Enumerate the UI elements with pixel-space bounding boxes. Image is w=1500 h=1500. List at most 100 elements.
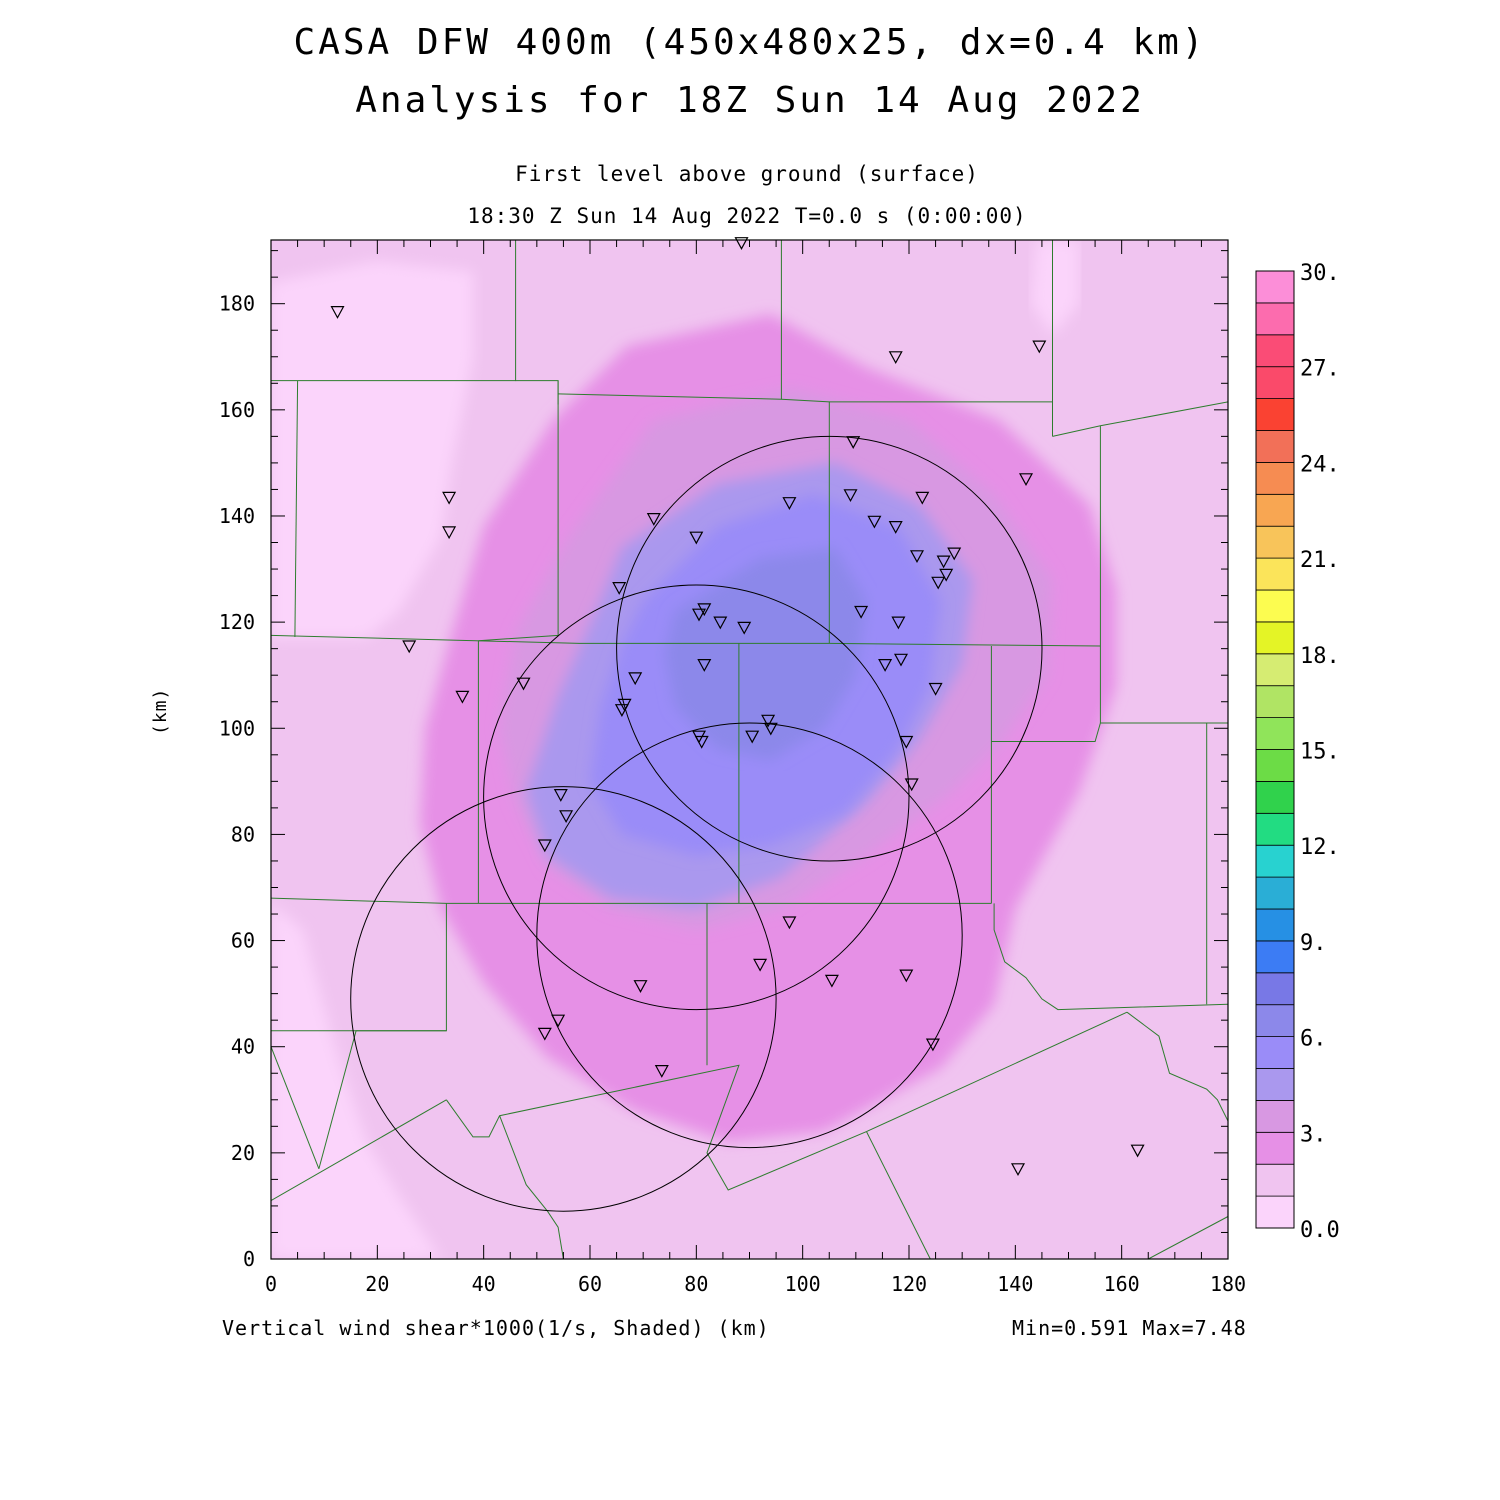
county-boundary bbox=[993, 903, 1228, 1011]
station-marker bbox=[753, 958, 768, 972]
station-marker bbox=[614, 704, 629, 717]
colorbar-swatch bbox=[1255, 1036, 1295, 1069]
station-marker bbox=[846, 436, 861, 449]
station-marker bbox=[947, 547, 962, 561]
colorbar-label: 27. bbox=[1300, 357, 1340, 382]
y-tick-label: 0 bbox=[243, 1247, 255, 1271]
station-marker bbox=[1018, 473, 1034, 487]
colorbar-label: 15. bbox=[1300, 740, 1340, 765]
x-tick-label: 160 bbox=[1104, 1272, 1140, 1296]
colorbar-label: 6. bbox=[1300, 1027, 1327, 1052]
radar-range-ring bbox=[536, 722, 963, 1149]
colorbar-label: 9. bbox=[1300, 931, 1327, 956]
colorbar-frame bbox=[1255, 270, 1295, 1229]
shear-region bbox=[664, 547, 867, 761]
station-marker bbox=[782, 497, 797, 510]
level-label: First level above ground (surface) bbox=[515, 162, 979, 186]
colorbar-swatch bbox=[1255, 653, 1295, 687]
colorbar-swatch bbox=[1255, 908, 1295, 942]
station-marker bbox=[928, 682, 943, 696]
station-marker bbox=[939, 568, 954, 582]
colorbar-label: 30. bbox=[1300, 261, 1340, 286]
colorbar-swatch bbox=[1255, 1068, 1295, 1101]
radar-range-ring bbox=[616, 435, 1043, 862]
station-marker bbox=[891, 616, 906, 630]
station-marker bbox=[888, 520, 903, 534]
colorbar-swatch bbox=[1255, 525, 1295, 559]
colorbar-label: 12. bbox=[1300, 835, 1340, 860]
colorbar-label: 24. bbox=[1300, 452, 1340, 477]
colorbar-swatch bbox=[1255, 366, 1295, 400]
time-label: 18:30 Z Sun 14 Aug 2022 T=0.0 s (0:00:00… bbox=[467, 204, 1027, 228]
county-boundary bbox=[1148, 1216, 1228, 1259]
station-marker bbox=[442, 526, 457, 540]
colorbar-swatch bbox=[1255, 1100, 1295, 1133]
colorbar-swatch bbox=[1255, 621, 1295, 655]
x-tick-label: 0 bbox=[265, 1272, 277, 1296]
colorbar-label: 18. bbox=[1300, 644, 1340, 669]
station-marker bbox=[745, 730, 760, 744]
colorbar-swatch bbox=[1255, 844, 1295, 878]
station-marker bbox=[899, 969, 914, 983]
x-tick-label: 20 bbox=[365, 1272, 389, 1296]
county-boundary bbox=[271, 1099, 447, 1202]
station-marker bbox=[713, 616, 728, 630]
colorbar: 0.0 3. 6. 9. 12. 15. 18. 21. 24. 27. 30. bbox=[1255, 261, 1340, 1243]
station-marker bbox=[1010, 1163, 1026, 1177]
county-boundary bbox=[866, 1131, 931, 1259]
colorbar-swatch bbox=[1255, 557, 1295, 591]
station-marker bbox=[737, 621, 752, 635]
shear-region bbox=[1031, 240, 1080, 336]
county-boundary bbox=[499, 1115, 564, 1259]
station-marker bbox=[904, 778, 919, 792]
station-marker bbox=[915, 491, 930, 505]
shear-region bbox=[271, 261, 473, 638]
station-marker bbox=[646, 512, 661, 526]
station-marker bbox=[843, 489, 858, 503]
station-marker bbox=[782, 916, 797, 930]
county-boundary bbox=[1126, 1011, 1228, 1122]
station-marker bbox=[909, 550, 925, 564]
stations bbox=[330, 237, 1145, 1177]
county-boundary bbox=[991, 722, 1208, 1005]
colorbar-swatch bbox=[1255, 972, 1295, 1006]
station-marker bbox=[936, 555, 951, 569]
station-marker bbox=[628, 672, 643, 686]
station-marker bbox=[854, 605, 869, 619]
minmax-label: Min=0.591 Max=7.48 bbox=[1012, 1316, 1247, 1340]
station-marker bbox=[893, 653, 909, 667]
shear-region bbox=[271, 903, 442, 1259]
station-marker bbox=[516, 677, 531, 691]
station-marker bbox=[553, 788, 568, 802]
station-marker bbox=[1130, 1144, 1145, 1158]
axes: 0 20 40 60 80 100 120 140 160 180 0 20 40 60 80 100 120 1… bbox=[219, 239, 1246, 1296]
x-tick-label: 140 bbox=[997, 1272, 1033, 1296]
colorbar-swatch bbox=[1255, 749, 1295, 782]
station-marker bbox=[694, 735, 709, 749]
station-marker bbox=[734, 237, 749, 250]
y-tick-label: 100 bbox=[219, 716, 255, 740]
county-boundary bbox=[271, 634, 1101, 647]
station-marker bbox=[888, 351, 903, 365]
county-boundary bbox=[445, 1011, 1128, 1191]
y-tick-label: 80 bbox=[231, 822, 255, 846]
x-tick-label: 60 bbox=[578, 1272, 602, 1296]
colorbar-swatch bbox=[1255, 398, 1295, 431]
colorbar-swatch bbox=[1255, 940, 1295, 974]
county-boundary bbox=[271, 897, 992, 904]
station-marker bbox=[654, 1064, 669, 1078]
station-marker bbox=[612, 581, 627, 595]
station-marker bbox=[633, 980, 648, 993]
station-marker bbox=[402, 640, 417, 654]
colorbar-swatch bbox=[1255, 876, 1295, 910]
county-boundary bbox=[294, 380, 299, 638]
station-marker bbox=[537, 839, 552, 853]
radar-range-ring bbox=[483, 584, 910, 1011]
station-marker bbox=[878, 658, 893, 672]
station-marker bbox=[824, 974, 839, 988]
station-marker bbox=[442, 491, 457, 505]
station-marker bbox=[925, 1038, 940, 1052]
x-tick-label: 80 bbox=[684, 1272, 708, 1296]
station-marker bbox=[691, 608, 707, 622]
